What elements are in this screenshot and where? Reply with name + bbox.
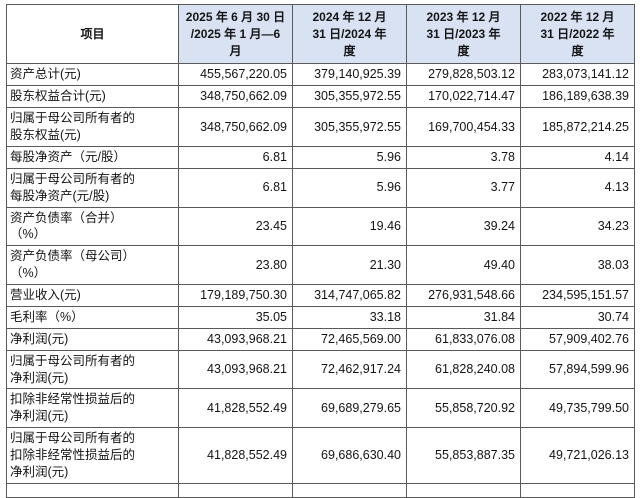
table-row: 归属于母公司所有者的 股东权益(元) 348,750,662.09 305,355,… — [6, 107, 635, 147]
table-row: 资产负债率（合并） （%） 23.45 19.46 39.24 34.23 — [6, 206, 635, 247]
row-label: 营业收入(元) — [6, 284, 179, 307]
row-label: 归属于母公司所有者的 扣除非经常性损益后的 净利润(元) — [6, 427, 179, 484]
row-value: 38.03 — [520, 245, 635, 286]
row-label: 扣除非经常性损益后的 净利润(元) — [6, 388, 179, 429]
empty-cell — [6, 482, 179, 498]
row-value: 21.30 — [292, 245, 407, 286]
row-value: 19.46 — [292, 206, 407, 247]
row-value: 6.81 — [178, 167, 293, 208]
row-value: 348,750,662.09 — [178, 107, 293, 147]
row-value: 49,721,026.13 — [520, 427, 635, 484]
table-row: 归属于母公司所有者的 扣除非经常性损益后的 净利润(元) 41,828,552.4… — [6, 427, 635, 484]
row-value: 43,093,968.21 — [178, 327, 293, 351]
row-value: 35.05 — [178, 305, 293, 329]
row-label: 归属于母公司所有者的 净利润(元) — [6, 349, 179, 390]
column-header-item: 项目 — [6, 3, 179, 65]
row-value: 41,828,552.49 — [178, 388, 293, 429]
column-header-period: 2024 年 12 月 31 日/2024 年 度 — [292, 3, 407, 65]
row-value: 379,140,925.39 — [292, 63, 407, 87]
row-value: 305,355,972.55 — [292, 107, 407, 147]
row-value: 72,465,569.00 — [292, 327, 407, 351]
row-value: 69,689,279.65 — [292, 388, 407, 429]
row-value: 4.13 — [520, 167, 635, 208]
row-value: 41,828,552.49 — [178, 427, 293, 484]
row-value: 23.45 — [178, 206, 293, 247]
row-label: 股东权益合计(元) — [6, 85, 179, 109]
row-value: 61,833,076.08 — [406, 327, 521, 351]
row-value: 33.18 — [292, 305, 407, 329]
row-value: 314,747,065.82 — [292, 284, 407, 307]
row-value: 3.77 — [406, 167, 521, 208]
empty-cell — [520, 482, 635, 498]
row-label: 资产负债率（合并） （%） — [6, 206, 179, 247]
empty-cell — [292, 482, 407, 498]
row-value: 49.40 — [406, 245, 521, 286]
table-row: 营业收入(元) 179,189,750.30 314,747,065.82 276,9… — [6, 284, 635, 307]
row-label: 毛利率（%） — [6, 305, 179, 329]
table-row: 扣除非经常性损益后的 净利润(元) 41,828,552.49 69,689,279… — [6, 388, 635, 429]
row-value: 283,073,141.12 — [520, 63, 635, 87]
row-value: 57,909,402.76 — [520, 327, 635, 351]
row-value: 43,093,968.21 — [178, 349, 293, 390]
table-row: 资产负债率（母公司） （%） 23.80 21.30 49.40 38.03 — [6, 245, 635, 286]
row-value: 5.96 — [292, 167, 407, 208]
table-row: 资产总计(元) 455,567,220.05 379,140,925.39 279,8… — [6, 63, 635, 87]
row-value: 276,931,548.66 — [406, 284, 521, 307]
row-value: 31.84 — [406, 305, 521, 329]
row-value: 4.14 — [520, 145, 635, 169]
row-value: 39.24 — [406, 206, 521, 247]
column-header-period: 2025 年 6 月 30 日 /2025 年 1 月—6 月 — [178, 3, 293, 65]
table-body: 资产总计(元) 455,567,220.05 379,140,925.39 279,8… — [6, 63, 635, 498]
row-label: 资产负债率（母公司） （%） — [6, 245, 179, 286]
row-value: 305,355,972.55 — [292, 85, 407, 109]
row-label: 每股净资产（元/股） — [6, 145, 179, 169]
row-value: 6.81 — [178, 145, 293, 169]
table-row: 股东权益合计(元) 348,750,662.09 305,355,972.55 170… — [6, 85, 635, 109]
row-value: 34.23 — [520, 206, 635, 247]
row-value: 61,828,240.08 — [406, 349, 521, 390]
column-header-period: 2023 年 12 月 31 日/2023 年 度 — [406, 3, 521, 65]
row-value: 179,189,750.30 — [178, 284, 293, 307]
table-row: 毛利率（%） 35.05 33.18 31.84 30.74 — [6, 305, 635, 329]
row-value: 169,700,454.33 — [406, 107, 521, 147]
financial-summary-table: 项目 2025 年 6 月 30 日 /2025 年 1 月—6 月 2024 年 … — [6, 3, 635, 498]
row-label: 归属于母公司所有者的 每股净资产(元/股) — [6, 167, 179, 208]
header-row: 项目 2025 年 6 月 30 日 /2025 年 1 月—6 月 2024 年 … — [6, 3, 635, 65]
table-row: 净利润(元) 43,093,968.21 72,465,569.00 61,833,0… — [6, 327, 635, 351]
empty-cell — [178, 482, 293, 498]
row-label: 净利润(元) — [6, 327, 179, 351]
table-row: 归属于母公司所有者的 净利润(元) 43,093,968.21 72,462,917… — [6, 349, 635, 390]
page: 项目 2025 年 6 月 30 日 /2025 年 1 月—6 月 2024 年 … — [6, 3, 635, 498]
row-value: 23.80 — [178, 245, 293, 286]
row-value: 55,853,887.35 — [406, 427, 521, 484]
empty-cell — [406, 482, 521, 498]
row-value: 72,462,917.24 — [292, 349, 407, 390]
row-value: 234,595,151.57 — [520, 284, 635, 307]
row-value: 49,735,799.50 — [520, 388, 635, 429]
table-row: 归属于母公司所有者的 每股净资产(元/股) 6.81 5.96 3.77 4.13 — [6, 167, 635, 208]
row-value: 30.74 — [520, 305, 635, 329]
row-value: 279,828,503.12 — [406, 63, 521, 87]
row-value: 186,189,638.39 — [520, 85, 635, 109]
row-value: 57,894,599.96 — [520, 349, 635, 390]
partial-row — [6, 482, 635, 498]
row-value: 348,750,662.09 — [178, 85, 293, 109]
row-label: 资产总计(元) — [6, 63, 179, 87]
row-value: 185,872,214.25 — [520, 107, 635, 147]
row-value: 55,858,720.92 — [406, 388, 521, 429]
row-value: 170,022,714.47 — [406, 85, 521, 109]
row-label: 归属于母公司所有者的 股东权益(元) — [6, 107, 179, 147]
column-header-period: 2022 年 12 月 31 日/2022 年 度 — [520, 3, 635, 65]
row-value: 455,567,220.05 — [178, 63, 293, 87]
row-value: 69,686,630.40 — [292, 427, 407, 484]
row-value: 3.78 — [406, 145, 521, 169]
row-value: 5.96 — [292, 145, 407, 169]
table-row: 每股净资产（元/股） 6.81 5.96 3.78 4.14 — [6, 145, 635, 169]
